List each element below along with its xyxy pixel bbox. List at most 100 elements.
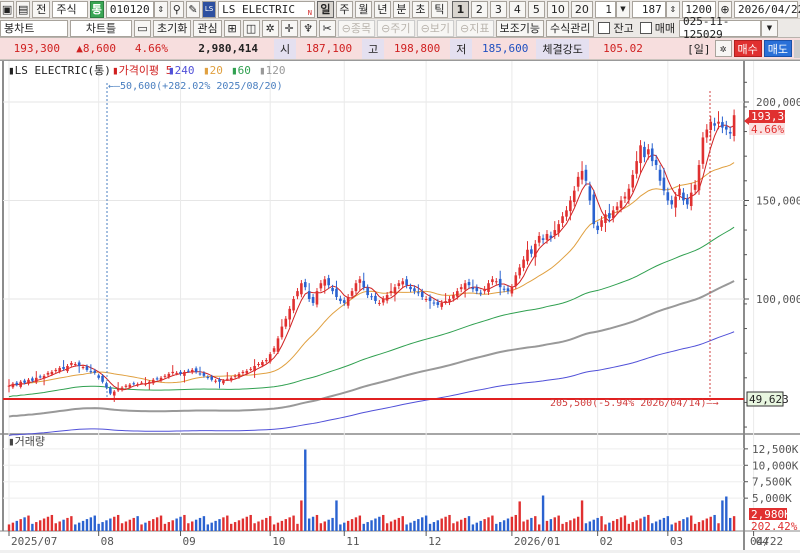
settings-icon[interactable]: ✲	[261, 19, 279, 37]
stock-name-field[interactable]: LS ELECTRIC N	[218, 0, 315, 18]
interval-tab-4[interactable]: 4	[508, 0, 526, 18]
candle-icon[interactable]: ♆	[299, 19, 317, 37]
svg-text:150,000: 150,000	[756, 195, 800, 208]
account-select[interactable]: 025-11-125029	[678, 15, 761, 41]
period-tab-월[interactable]: 월	[354, 0, 372, 18]
grid-icon[interactable]: ⊞	[223, 19, 241, 37]
disabled-buttons: ⊖종목 ⊖주기 ⊖보기 ⊖지표	[337, 19, 496, 37]
svg-text:2026/01: 2026/01	[514, 535, 560, 548]
price-chart[interactable]: 200,000 150,000 100,000 2025/07 08 09 10 11 12 20…	[0, 57, 800, 550]
date-input[interactable]: 2026/04/22	[734, 0, 800, 18]
account-dropdown-icon[interactable]: ▼	[760, 19, 778, 37]
save-icon[interactable]: ▭	[134, 19, 151, 37]
svg-text:2,980K: 2,980K	[751, 508, 791, 521]
interval-tabs: 1 2 3 4 5 10 20	[451, 0, 595, 18]
interval-tab-20[interactable]: 20	[570, 0, 593, 18]
watch-button[interactable]: 관심	[193, 19, 222, 37]
period-tab-틱[interactable]: 틱	[430, 0, 448, 18]
balance-checkbox[interactable]	[598, 22, 611, 34]
low-label: 저	[450, 38, 473, 59]
svg-text:2025/07: 2025/07	[11, 535, 57, 548]
svg-text:←—50,600(+282.02% 2025/08/20): ←—50,600(+282.02% 2025/08/20)	[108, 81, 283, 92]
svg-text:100,000: 100,000	[756, 293, 800, 306]
market-select-value: 주식	[56, 3, 77, 16]
svg-text:▮240: ▮240	[168, 64, 195, 77]
count-input[interactable]: 187	[631, 0, 666, 18]
svg-text:▮120: ▮120	[259, 64, 286, 77]
dropdown-icon[interactable]: ▼	[615, 0, 630, 18]
svg-text:09: 09	[183, 535, 196, 548]
svg-text:08: 08	[101, 535, 114, 548]
new-flag: N	[307, 8, 312, 17]
interval-tab-2[interactable]: 2	[470, 0, 488, 18]
stock-code-input[interactable]: 010120	[105, 0, 154, 18]
count-spin-icon[interactable]: ⇕	[665, 0, 680, 18]
spin-icon[interactable]: ⇕	[153, 0, 168, 18]
svg-text:202.42%: 202.42%	[751, 520, 798, 533]
wrench-icon[interactable]: ✎	[185, 0, 200, 18]
stock-logo-icon: LS	[201, 0, 217, 18]
svg-text:▮LS ELECTRIC(통): ▮LS ELECTRIC(통)	[8, 64, 111, 77]
period-tab-년[interactable]: 년	[373, 0, 391, 18]
disabled-button-주기[interactable]: ⊖주기	[377, 19, 415, 37]
svg-text:▮거래량: ▮거래량	[8, 435, 45, 448]
zoom-icon[interactable]: ⊕	[717, 0, 732, 18]
disabled-button-보기[interactable]: ⊖보기	[416, 19, 455, 37]
interval-select[interactable]: 1	[594, 0, 616, 18]
buy-button[interactable]: 매수	[733, 40, 762, 57]
disabled-button-종목[interactable]: ⊖종목	[337, 19, 376, 37]
svg-text:200,000: 200,000	[756, 96, 800, 109]
market-select[interactable]: 주식	[52, 0, 88, 18]
chart-type-select[interactable]: 봉차트	[0, 19, 68, 37]
reset-button[interactable]: 초기화	[153, 19, 192, 37]
chart-canvas[interactable]: 200,000 150,000 100,000 2025/07 08 09 10 11 12 20…	[0, 57, 800, 550]
interval-tab-10[interactable]: 10	[546, 0, 569, 18]
side-handle[interactable]	[794, 39, 800, 58]
svg-text:205,500(-5.94% 2026/04/14)—→: 205,500(-5.94% 2026/04/14)—→	[550, 398, 719, 409]
prev-button[interactable]: 전	[32, 0, 51, 18]
high-label: 고	[362, 38, 385, 59]
period-tab-초[interactable]: 초	[411, 0, 429, 18]
print-icon[interactable]: ▤	[16, 0, 31, 18]
trade-checkbox[interactable]	[639, 22, 652, 34]
svg-text:4.66%: 4.66%	[751, 123, 784, 136]
tong-badge[interactable]: 통	[89, 0, 104, 18]
open-label: 시	[274, 38, 297, 59]
svg-text:10,000K: 10,000K	[752, 459, 799, 472]
layout-icon[interactable]: ◫	[242, 19, 260, 37]
period-tab-분[interactable]: 분	[392, 0, 410, 18]
svg-text:04: 04	[756, 535, 770, 548]
low-value: 185,600	[482, 42, 529, 55]
change-percent: 4.66%	[134, 42, 168, 55]
svg-text:12,500K: 12,500K	[752, 443, 799, 456]
svg-text:04/22: 04/22	[750, 535, 783, 548]
chart-tools-select[interactable]: 차트틀	[70, 19, 132, 37]
sell-button[interactable]: 매도	[763, 40, 792, 57]
window-icon[interactable]: ▣	[0, 0, 15, 18]
volume: 2,980,414	[198, 42, 258, 55]
aux-button[interactable]: 보조기능	[495, 19, 544, 37]
total-input[interactable]: 1200	[681, 0, 716, 18]
search-icon[interactable]: ⚲	[169, 0, 184, 18]
svg-text:10: 10	[272, 535, 285, 548]
disabled-button-지표[interactable]: ⊖지표	[456, 19, 494, 37]
settings-gear-icon[interactable]: ✲	[714, 40, 732, 57]
svg-text:02: 02	[600, 535, 613, 548]
stock-name: LS ELECTRIC	[222, 2, 295, 16]
interval-tab-5[interactable]: 5	[527, 0, 545, 18]
strength-value: 105.02	[603, 42, 643, 55]
main-toolbar: ▣ ▤ 전 주식 통 010120 ⇕ ⚲ ✎ LS LS ELECTRIC N…	[0, 0, 800, 19]
trade-label: 매매	[654, 22, 675, 35]
price-change: ▲8,600	[76, 42, 116, 55]
current-price: 193,300	[13, 42, 60, 55]
svg-text:▮20: ▮20	[203, 64, 223, 77]
interval-tab-3[interactable]: 3	[489, 0, 507, 18]
crosshair-icon[interactable]: ✛	[280, 19, 298, 37]
svg-text:03: 03	[670, 535, 683, 548]
scissors-icon[interactable]: ✂	[318, 19, 336, 37]
formula-button[interactable]: 수식관리	[545, 19, 595, 37]
svg-text:▮가격이평 5: ▮가격이평 5	[112, 64, 172, 77]
period-tab-주[interactable]: 주	[335, 0, 353, 18]
interval-tab-1[interactable]: 1	[451, 0, 469, 18]
period-tab-일[interactable]: 일	[316, 0, 334, 18]
